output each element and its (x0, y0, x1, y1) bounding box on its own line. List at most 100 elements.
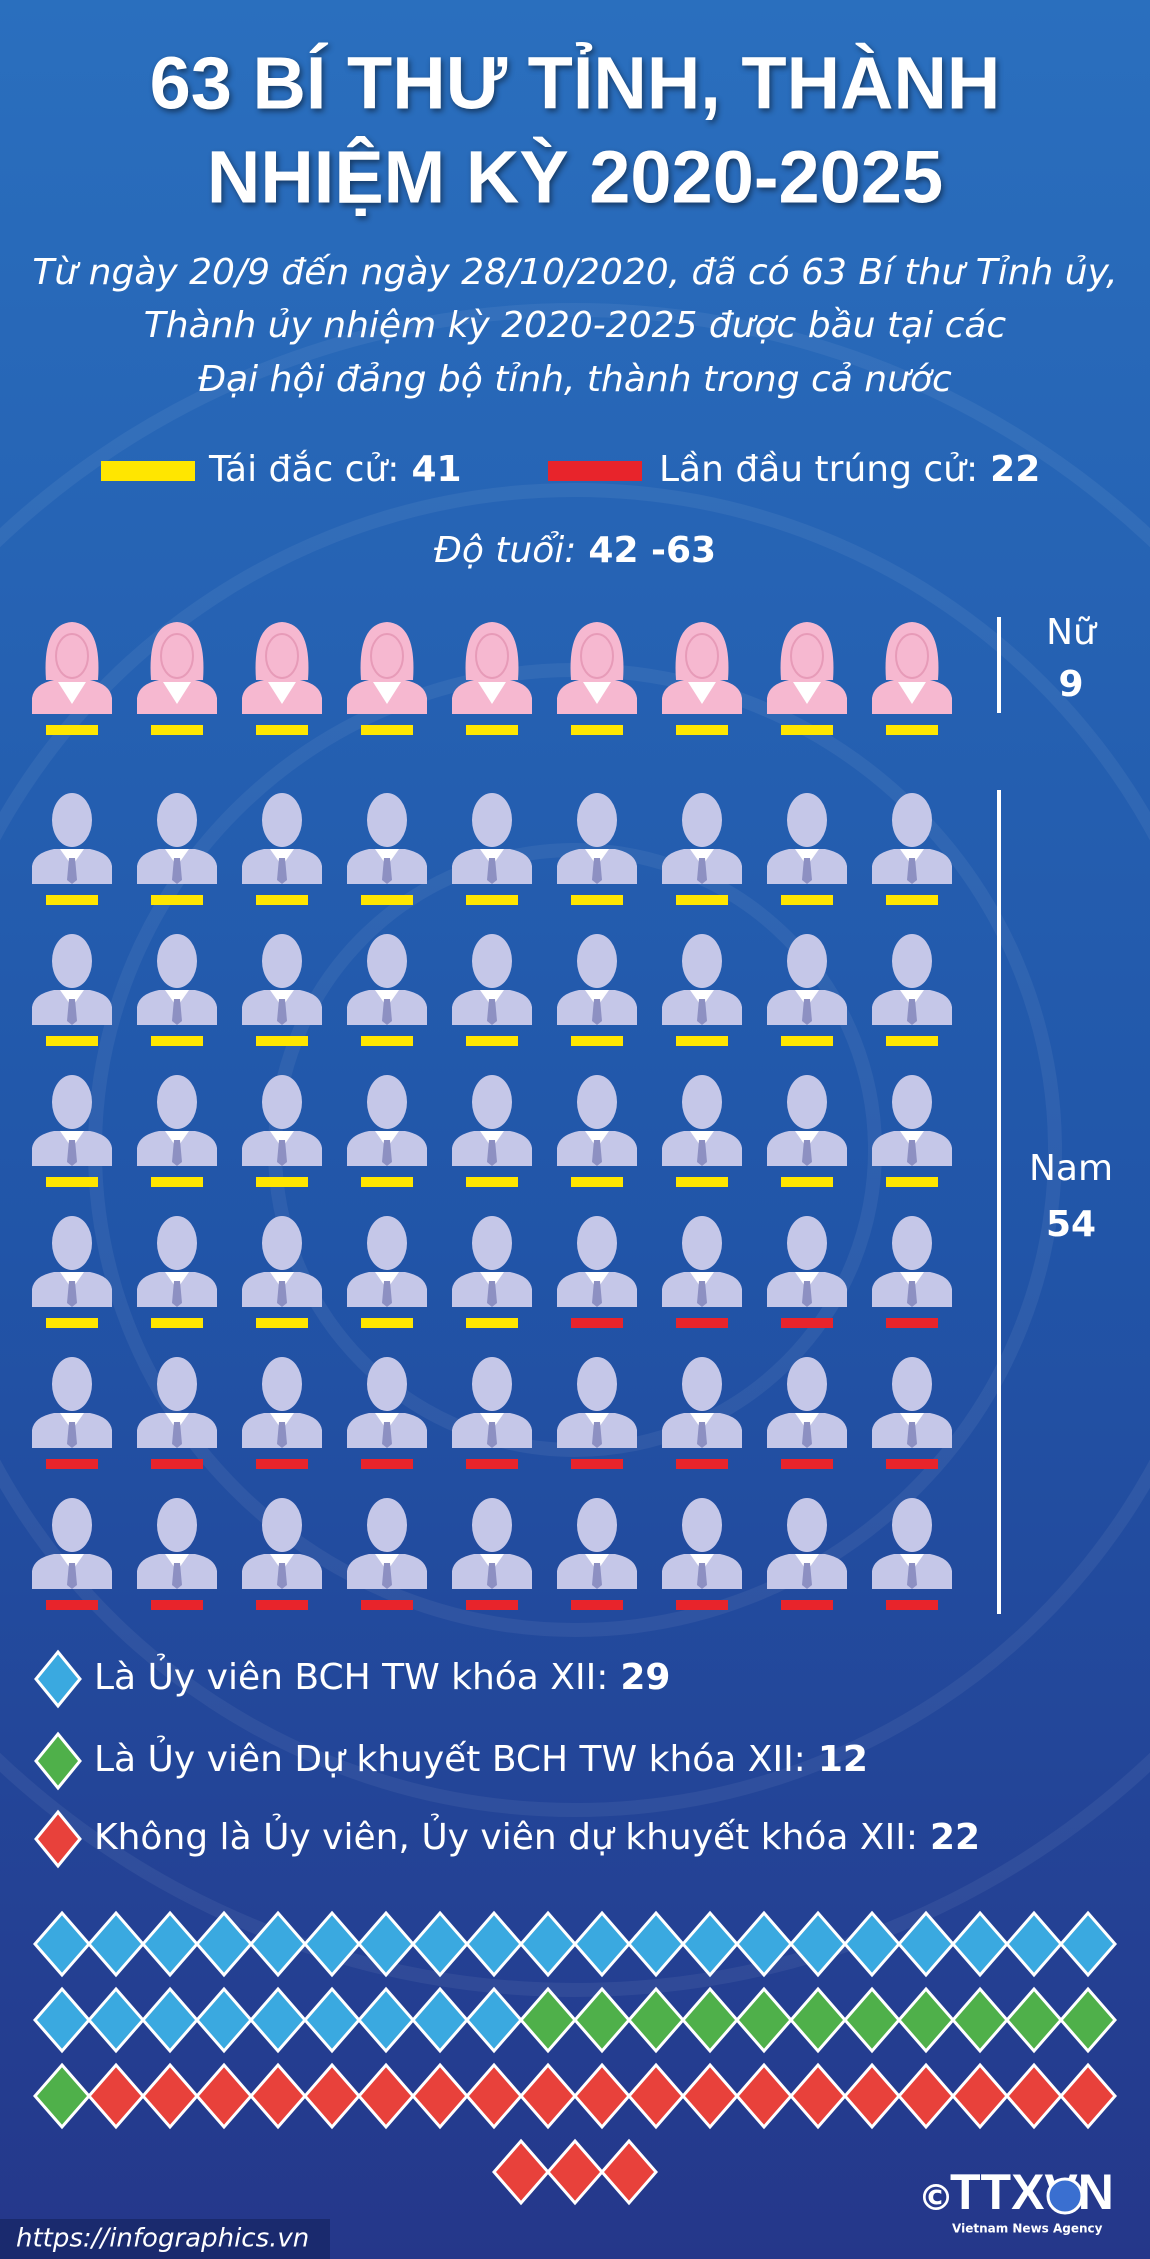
male-icon (347, 934, 427, 1025)
collar (690, 1131, 714, 1148)
status-bar (571, 725, 623, 735)
collar (375, 1131, 399, 1148)
title-line: NHIỆM KỲ 2020-2025 (207, 136, 943, 219)
head (472, 1075, 512, 1129)
status-bar (46, 1600, 98, 1610)
collar (690, 1272, 714, 1289)
status-bar (361, 1177, 413, 1187)
status-bar (781, 1036, 833, 1046)
head (262, 1216, 302, 1270)
male-icon (662, 1075, 742, 1166)
head (682, 1357, 722, 1411)
collar (165, 990, 189, 1007)
collar (480, 1272, 504, 1289)
head (472, 1216, 512, 1270)
status-bar (151, 1177, 203, 1187)
status-bar (46, 1459, 98, 1469)
tie (67, 1140, 77, 1166)
female-icon (347, 622, 427, 714)
head (682, 1075, 722, 1129)
collar (165, 1131, 189, 1148)
head (367, 793, 407, 847)
tie (172, 1140, 182, 1166)
face (370, 633, 404, 679)
collar (270, 1272, 294, 1289)
head (577, 934, 617, 988)
legend-item: Tái đắc cử: 41 (208, 449, 462, 490)
tie (277, 1281, 287, 1307)
tie (487, 1281, 497, 1307)
head (787, 1357, 827, 1411)
status-bar (256, 1036, 308, 1046)
male-icon (242, 793, 322, 884)
head (367, 1498, 407, 1552)
status-bar (256, 1318, 308, 1328)
status-bar (571, 1318, 623, 1328)
status-bar (571, 1459, 623, 1469)
male-icon (872, 1498, 952, 1589)
status-bar (256, 1459, 308, 1469)
female-icon (137, 622, 217, 714)
status-bar (466, 1036, 518, 1046)
diamond (681, 1910, 739, 1978)
head (367, 934, 407, 988)
diamond (1059, 1910, 1117, 1978)
diamond (897, 1986, 955, 2054)
legend-label: Là Ủy viên BCH TW khóa XII: (94, 1653, 608, 1698)
male-icon (137, 1216, 217, 1307)
status-bar (151, 1459, 203, 1469)
collar (795, 1131, 819, 1148)
diamond (519, 1910, 577, 1978)
head (157, 934, 197, 988)
head (52, 934, 92, 988)
male-icon (767, 1216, 847, 1307)
subtitle-line: Thành ủy nhiệm kỳ 2020-2025 được bầu tại… (144, 305, 1007, 346)
male-icon (872, 1357, 952, 1448)
status-bar (466, 1600, 518, 1610)
collar (270, 1413, 294, 1430)
tie (697, 1281, 707, 1307)
age: Độ tuổi: 42 -63 (434, 530, 716, 571)
tie (172, 858, 182, 884)
status-bar (361, 895, 413, 905)
status-bar (886, 1600, 938, 1610)
tie (592, 1140, 602, 1166)
status-bar (466, 1177, 518, 1187)
legend-value: 41 (411, 449, 461, 490)
tie (907, 999, 917, 1025)
status-bar (571, 895, 623, 905)
head (787, 1216, 827, 1270)
collar (60, 990, 84, 1007)
collar (480, 1554, 504, 1571)
male-icon (32, 1357, 112, 1448)
male-icon (872, 1075, 952, 1166)
diamond (303, 2062, 361, 2130)
legend-diamond (34, 1809, 82, 1869)
collar (58, 682, 86, 704)
tie (67, 858, 77, 884)
tie (67, 1563, 77, 1589)
tie (382, 1140, 392, 1166)
head (682, 1216, 722, 1270)
face (265, 633, 299, 679)
legend-label: Không là Ủy viên, Ủy viên dự khuyết khóa… (94, 1813, 918, 1858)
diamond (681, 1986, 739, 2054)
tie (67, 1281, 77, 1307)
agency-globe (1046, 2177, 1084, 2215)
head (157, 1498, 197, 1552)
diamond (789, 1910, 847, 1978)
collar (900, 1272, 924, 1289)
tie (172, 999, 182, 1025)
status-bar (466, 725, 518, 735)
male-icon (32, 1216, 112, 1307)
head (472, 793, 512, 847)
diamond (87, 2062, 145, 2130)
male-icon (452, 1216, 532, 1307)
tie (592, 858, 602, 884)
head (577, 1357, 617, 1411)
collar (375, 1272, 399, 1289)
tie (802, 1422, 812, 1448)
diamond (357, 1910, 415, 1978)
diamond (789, 1986, 847, 2054)
tie (277, 1140, 287, 1166)
